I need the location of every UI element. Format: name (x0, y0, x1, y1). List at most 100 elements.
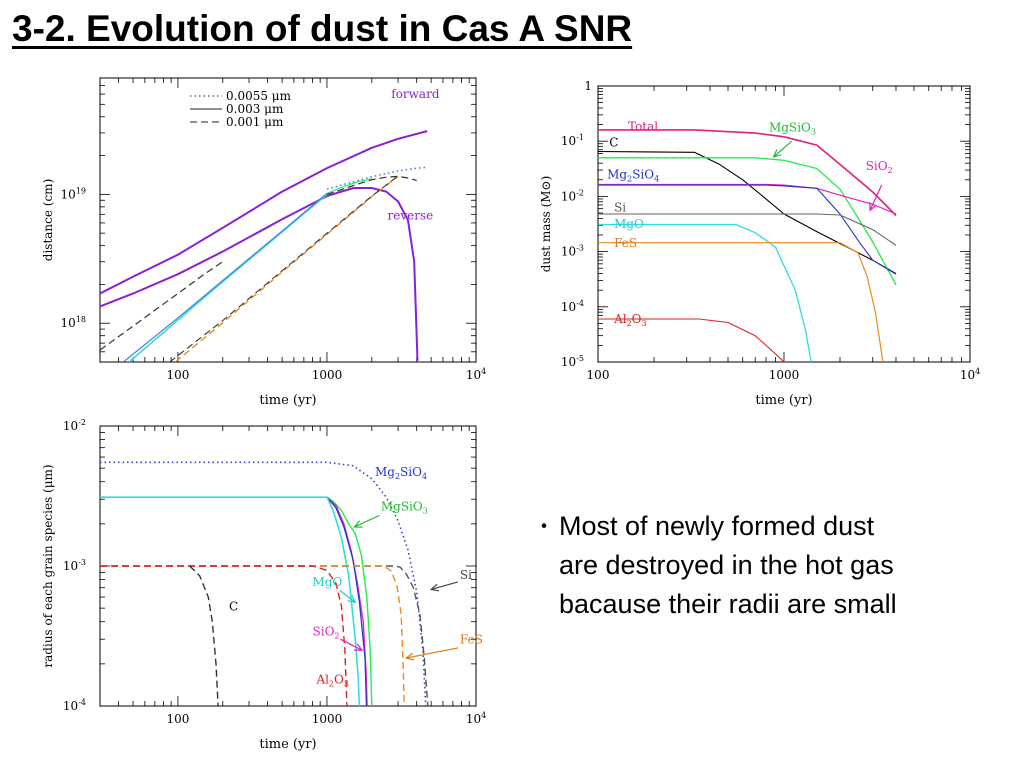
radius-x-tick-label-1-base: 1000 (312, 712, 343, 726)
radius-x-tick-label-0-base: 100 (166, 712, 189, 726)
distance-x-tick-label-0-base: 100 (166, 368, 189, 382)
radius-arrowhead-0 (353, 520, 363, 528)
mass-y-tick-label-1-sup: -1 (576, 133, 584, 142)
radius-annotation-mgsio4-sub: 2 (395, 472, 400, 481)
mass-y-tick-label-2: 10-2 (561, 188, 584, 203)
radius-x-tick-label-1: 1000 (312, 712, 343, 726)
bullet-line-1: Most of newly formed dust (559, 511, 875, 541)
mass-arrow-0 (773, 140, 793, 158)
radius-series-group (100, 461, 429, 706)
mass-y-tick-label-1: 10-1 (561, 133, 584, 148)
mass-annotation-alo3-part: Al (613, 312, 627, 326)
radius-annotation-mgsio4-sub2: 4 (422, 472, 427, 481)
radius-annotation-alo3: Al2O3 (315, 672, 349, 688)
distance-x-tick-label-2-base: 10 (466, 368, 481, 382)
mass-series-sio2 (598, 183, 897, 215)
radius-series-fes (100, 565, 405, 706)
mass-annotation-mgsio4-sub2: 4 (654, 175, 659, 184)
mass-y-tick-label-3: 10-3 (561, 244, 584, 259)
mass-annotation-mgsio3-sub2: 3 (811, 127, 816, 136)
mass-annotation-mgsio4: Mg2SiO4 (607, 168, 659, 184)
mass-annotation-sio2: SiO2 (866, 159, 893, 175)
distance-x-tick-label-1-base: 1000 (312, 368, 343, 382)
distance-y-tick-label-1: 1019 (61, 186, 86, 201)
slide-title: 3-2. Evolution of dust in Cas A SNR (12, 8, 633, 49)
mass-x-axis-label: time (yr) (755, 393, 812, 408)
mass-annotation-mgsio4-sub: 2 (627, 175, 632, 184)
mass-arrowhead-1 (869, 202, 877, 212)
mass-series-group (598, 129, 897, 362)
radius-arrow-1 (430, 581, 458, 591)
radius-annotation-alo3-part: Al (315, 672, 329, 686)
radius-annotation-c: C (229, 600, 238, 614)
mass-annotation-si: Si (614, 201, 626, 215)
distance-legend-label-1: 0.003 μm (226, 102, 284, 116)
distance-series-5 (128, 193, 328, 362)
mass-annotation-alo3-part2: O (632, 312, 642, 326)
radius-arrowhead-2 (347, 594, 357, 604)
mass-y-tick-label-2-base: 10 (561, 189, 576, 203)
mass-annotation-sio2-sub2: 2 (888, 166, 893, 175)
distance-x-axis-label: time (yr) (259, 393, 316, 408)
mass-y-tick-label-5: 10-5 (561, 354, 584, 369)
radius-series-mgo (100, 496, 361, 706)
radius-y-tick-label-0-sup: -2 (78, 418, 86, 427)
mass-annotation-mgsio4-part: Mg (607, 168, 627, 182)
mass-series-al2o3 (598, 318, 786, 362)
radius-y-axis-label: radius of each grain species (μm) (41, 464, 55, 667)
radius-arrow-4 (406, 647, 458, 659)
mass-arrow-1 (869, 184, 883, 211)
distance-y-tick-label-1-sup: 19 (76, 186, 86, 195)
mass-annotation-alo3: Al2O3 (613, 312, 647, 328)
radius-annotation-alo3-sub2: 3 (344, 679, 349, 688)
mass-y-tick-label-0: 1 (584, 79, 592, 93)
mass-annotation-c: C (609, 136, 618, 150)
radius-arrow-2 (339, 589, 356, 603)
radius-arrowhead-1 (429, 583, 440, 592)
distance-x-tick-label-2: 104 (466, 367, 486, 382)
distance-legend: 0.0055 μm0.003 μm0.001 μm (190, 89, 292, 129)
radius-annotation-mgsio3-part: MgSiO (381, 499, 423, 513)
mass-x-tick-label-2-base: 10 (960, 368, 975, 382)
bullet-marker: ・ (533, 514, 556, 539)
distance-plot-frame (99, 77, 477, 363)
distance-y-axis-label: distance (cm) (41, 179, 55, 261)
mass-annotation-mgsio4-part2: SiO (632, 168, 654, 182)
radius-annotation-mgsio4-part2: SiO (400, 465, 422, 479)
radius-annotation-alo3-part2: O (334, 672, 344, 686)
distance-annotation-forward: forward (391, 87, 440, 101)
radius-x-tick-label-2: 104 (466, 711, 486, 726)
radius-series-mg2sio4 (100, 461, 427, 706)
radius-annotation-mgsio4-part: Mg (375, 465, 395, 479)
radius-annotation-sio2: SiO2 (313, 624, 340, 640)
radius-x-tick-label-2-sup: 4 (481, 711, 486, 720)
distance-series-7 (100, 261, 224, 351)
radius-arrowhead-3 (354, 643, 364, 651)
distance-y-tick-label-1-base: 10 (61, 187, 76, 201)
mass-series-si (598, 213, 897, 246)
distance-y-tick-label-0-base: 10 (61, 316, 76, 330)
mass-y-tick-label-3-base: 10 (561, 245, 576, 259)
mass-y-tick-label-2-sup: -2 (576, 188, 584, 197)
mass-x-tick-label-1-base: 1000 (769, 368, 800, 382)
mass-ticks (597, 85, 971, 363)
radius-y-tick-label-0-base: 10 (63, 419, 78, 433)
radius-y-tick-label-1: 10-3 (63, 558, 86, 573)
mass-annotation-mgsio3-part: MgSiO (769, 120, 811, 134)
bullet-line-2: are destroyed in the hot gas (559, 550, 894, 580)
distance-x-tick-label-2-sup: 4 (481, 367, 486, 376)
mass-series-total (598, 129, 897, 217)
radius-arrowhead-4 (404, 652, 415, 661)
mass-y-tick-label-3-sup: -3 (576, 244, 584, 253)
radius-annotation-sio2-part: SiO (313, 624, 335, 638)
radius-series-al2o3 (100, 565, 348, 706)
radius-annotation-alo3-sub: 2 (329, 679, 334, 688)
mass-y-tick-label-4-base: 10 (561, 300, 576, 314)
distance-series-1 (100, 187, 419, 361)
mass-y-tick-label-5-sup: -5 (576, 354, 584, 363)
distance-x-tick-label-1: 1000 (312, 368, 343, 382)
mass-y-axis-label: dust mass (M⊙) (539, 176, 553, 273)
distance-legend-label-0: 0.0055 μm (226, 89, 292, 103)
